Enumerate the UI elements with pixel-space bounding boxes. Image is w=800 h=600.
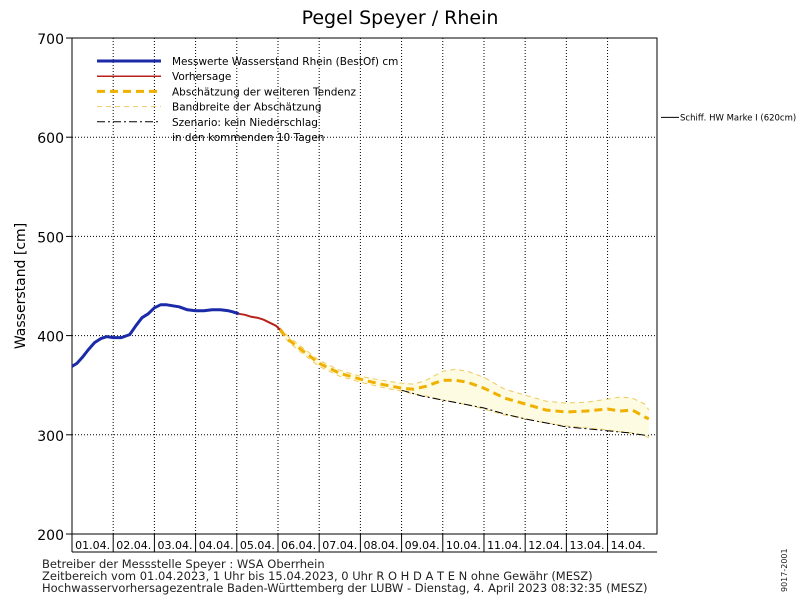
- measured-line: [71, 303, 240, 368]
- legend-label: in den kommenden 10 Tagen: [172, 132, 324, 144]
- band-upper-line: [279, 327, 650, 411]
- hw-marker-label: Schiff. HW Marke I (620cm): [680, 113, 796, 123]
- x-tick-label: 13.04.: [569, 539, 604, 552]
- x-tick-label: 04.04.: [199, 539, 234, 552]
- y-tick-label: 400: [37, 330, 64, 346]
- x-tick-label: 01.04.: [75, 539, 110, 552]
- y-tick-label: 200: [37, 528, 64, 544]
- x-tick-label: 05.04.: [240, 539, 275, 552]
- x-tick-label: 11.04.: [487, 539, 522, 552]
- chart-title: Pegel Speyer / Rhein: [302, 7, 499, 29]
- x-tick-label: 08.04.: [363, 539, 398, 552]
- x-tick-label: 14.04.: [611, 539, 646, 552]
- plot-area: [72, 38, 657, 534]
- legend-label: Messwerte Wasserstand Rhein (BestOf) cm: [172, 56, 398, 68]
- y-axis-label: Wasserstand [cm]: [13, 223, 29, 349]
- x-tick-label: 03.04.: [157, 539, 192, 552]
- x-tick-label: 06.04.: [281, 539, 316, 552]
- scenario-line: [401, 389, 649, 437]
- footer-time-range: Zeitbereich vom 01.04.2023, 1 Uhr bis 15…: [42, 569, 593, 583]
- x-tick-label: 10.04.: [446, 539, 481, 552]
- trend-line: [278, 328, 650, 421]
- legend-label: Vorhersage: [172, 71, 231, 83]
- footer-operator: Betreiber der Messstelle Speyer : WSA Ob…: [42, 557, 325, 571]
- x-tick-label: 02.04.: [116, 539, 151, 552]
- plot-frame: [71, 37, 658, 535]
- y-tick-label: 600: [37, 131, 64, 147]
- document-id: 9017-2001: [780, 548, 789, 592]
- forecast-line: [238, 312, 281, 331]
- legend-label: Abschätzung der weiteren Tendenz: [172, 86, 357, 98]
- y-tick-label: 300: [37, 429, 64, 445]
- x-tick-label: 09.04.: [405, 539, 440, 552]
- x-tick-label: 07.04.: [322, 539, 357, 552]
- legend-label: Szenario: kein Niederschlag: [172, 117, 318, 129]
- x-tick-label: 12.04.: [528, 539, 563, 552]
- legend-label: Bandbreite der Abschätzung: [172, 102, 322, 114]
- y-tick-label: 500: [37, 230, 64, 246]
- footer-publisher: Hochwasservorhersagezentrale Baden-Württ…: [42, 581, 648, 595]
- y-tick-label: 700: [37, 32, 64, 48]
